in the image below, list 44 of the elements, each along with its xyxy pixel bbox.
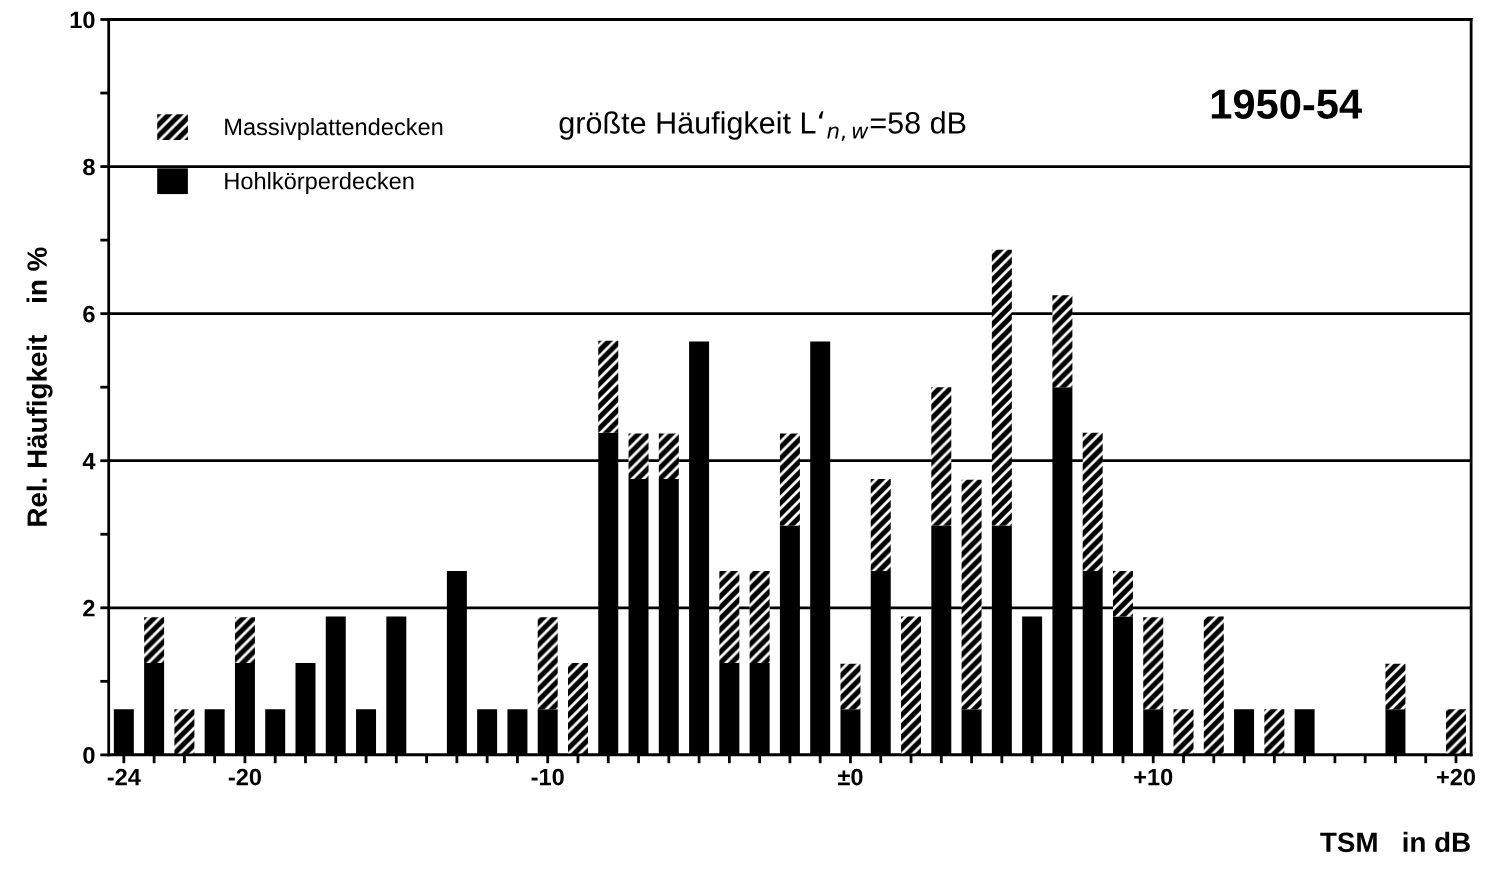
text: 1950-54 <box>1211 89 1362 119</box>
bar <box>961 479 982 710</box>
bar <box>779 433 800 526</box>
bar <box>144 617 165 663</box>
y-tick-label: 8 <box>83 158 95 176</box>
y-tick-label: 2 <box>83 599 95 617</box>
bar <box>1264 709 1285 755</box>
x-tick-label: -10 <box>531 768 564 786</box>
bar <box>719 571 740 663</box>
legend-label: Massivplattendecken <box>225 117 443 140</box>
bar <box>234 617 255 663</box>
legend-label: Hohlkörperdecken <box>225 172 414 195</box>
bar <box>991 249 1012 526</box>
x-tick-label: +20 <box>1436 768 1476 786</box>
bar <box>628 433 649 480</box>
bar <box>840 663 861 710</box>
x-tick-label: -24 <box>107 768 141 786</box>
bar <box>1082 432 1103 572</box>
bar <box>174 709 195 755</box>
bar <box>931 387 952 526</box>
bar <box>1112 571 1133 617</box>
bar <box>870 479 891 572</box>
x-tick-label: +10 <box>1134 768 1173 786</box>
bar <box>1143 617 1164 710</box>
bar <box>1052 295 1073 388</box>
x-axis-title: TSM in dB <box>1320 831 1470 853</box>
bar <box>1446 709 1466 755</box>
x-tick-label: -20 <box>228 768 262 786</box>
bar <box>537 617 558 710</box>
y-tick-label: 10 <box>70 11 95 29</box>
bar <box>901 616 922 755</box>
bar <box>1385 663 1406 710</box>
y-tick-label: 4 <box>82 453 96 470</box>
x-tick-label: ±0 <box>837 768 863 786</box>
y-tick-label: 6 <box>83 305 95 323</box>
bar <box>567 662 588 755</box>
bar <box>1173 709 1194 755</box>
bar <box>749 571 770 663</box>
annotation: größte Häufigkeit L‘$_{n,w}$=58 dB <box>559 111 966 141</box>
bar <box>598 340 619 433</box>
y-tick-label: 0 <box>83 746 95 764</box>
bar <box>1203 616 1224 755</box>
y-axis-title: Rel. Häufigkeit in % <box>26 247 53 526</box>
bar <box>658 433 679 480</box>
